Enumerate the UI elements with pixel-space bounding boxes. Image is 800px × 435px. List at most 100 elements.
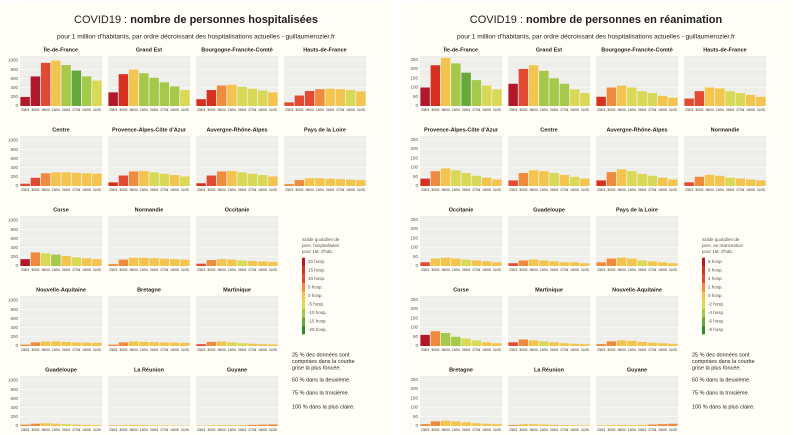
x-tick-label: 06/04 <box>442 108 450 112</box>
x-tick-label: 20/04 <box>238 348 246 352</box>
note: comprises dans la courbe <box>292 359 355 365</box>
y-tick-label: 0 <box>415 103 418 108</box>
bar <box>71 70 82 106</box>
bar <box>430 65 441 106</box>
bar <box>420 424 430 426</box>
x-tick-label: 04/05 <box>83 348 91 352</box>
x-tick-label: 13/04 <box>52 268 60 272</box>
x-tick-label: 20/04 <box>62 188 70 192</box>
x-tick-label: 30/03 <box>31 348 39 352</box>
bar <box>206 425 217 426</box>
legend-label: 0 hosp. <box>708 293 723 298</box>
x-tick-label: 13/04 <box>140 108 148 112</box>
bar <box>356 91 366 106</box>
x-tick-label: 06/04 <box>442 428 450 432</box>
bar <box>668 423 678 426</box>
bar <box>627 171 637 186</box>
x-tick-label: 13/04 <box>316 188 324 192</box>
bar <box>108 264 118 266</box>
x-tick-label: 27/04 <box>248 428 256 432</box>
bar <box>549 78 559 106</box>
legend-title: pour 1M. d'hab. <box>302 249 333 254</box>
bar <box>430 258 441 266</box>
bar <box>284 102 294 106</box>
bar <box>159 425 170 426</box>
x-tick-label: 06/04 <box>306 108 314 112</box>
bar <box>539 424 549 426</box>
bar <box>237 260 247 266</box>
y-tick-label: 50 <box>413 254 419 259</box>
bar <box>637 91 647 106</box>
x-tick-label: 27/04 <box>648 268 656 272</box>
x-tick-label: 27/04 <box>560 428 568 432</box>
x-tick-label: 04/05 <box>83 428 91 432</box>
x-tick-label: 23/03 <box>197 188 205 192</box>
x-tick-label: 13/04 <box>228 108 236 112</box>
bar <box>492 89 502 106</box>
x-tick-label: 11/05 <box>669 188 677 192</box>
bar <box>247 424 258 426</box>
x-tick-label: 04/05 <box>83 108 91 112</box>
bar <box>518 424 529 426</box>
x-tick-label: 27/04 <box>336 108 344 112</box>
x-tick-label: 23/03 <box>597 348 605 352</box>
bar <box>335 179 346 186</box>
bar <box>356 180 366 186</box>
plot-bg <box>284 136 366 186</box>
x-tick-label: 04/05 <box>259 428 267 432</box>
bar <box>159 173 170 186</box>
x-tick-label: 23/03 <box>109 188 117 192</box>
bar <box>481 261 492 266</box>
x-tick-label: 27/04 <box>648 428 656 432</box>
bar <box>159 82 170 106</box>
x-tick-label: 20/04 <box>326 108 334 112</box>
bar <box>237 172 247 186</box>
bar <box>539 260 549 266</box>
x-tick-label: 04/05 <box>483 108 491 112</box>
region-name: Occitanie <box>449 207 474 213</box>
x-tick-label: 30/03 <box>431 188 439 192</box>
bar <box>539 171 549 186</box>
x-tick-label: 06/04 <box>42 428 50 432</box>
legend-label: -2 hosp. <box>708 302 724 307</box>
x-tick-label: 30/03 <box>607 268 615 272</box>
bar <box>471 175 482 186</box>
x-tick-label: 06/04 <box>530 348 538 352</box>
bar <box>559 343 570 346</box>
x-tick-label: 04/05 <box>483 268 491 272</box>
x-tick-label: 20/04 <box>238 108 246 112</box>
x-tick-label: 23/03 <box>197 428 205 432</box>
x-tick-label: 11/05 <box>493 348 501 352</box>
region-name: Guyane <box>227 367 247 373</box>
bar <box>440 333 451 346</box>
x-tick-label: 23/03 <box>509 348 517 352</box>
x-tick-label: 30/03 <box>431 348 439 352</box>
bar <box>294 95 305 106</box>
x-tick-label: 11/05 <box>93 268 101 272</box>
bar <box>616 257 627 266</box>
x-tick-label: 13/04 <box>140 348 148 352</box>
x-tick-label: 27/04 <box>472 188 480 192</box>
x-tick-label: 04/05 <box>571 268 579 272</box>
region-name: Guadeloupe <box>45 367 77 373</box>
region-name: Centre <box>540 127 557 133</box>
note: 75 % dans la troisième. <box>692 390 750 396</box>
bar <box>657 343 668 346</box>
y-tick-label: 200 <box>10 94 18 99</box>
plot-bg <box>196 216 278 266</box>
region-name: Grand Est <box>136 47 162 53</box>
bar <box>647 424 658 426</box>
note: grise la plus foncée. <box>292 365 341 371</box>
bar <box>51 254 61 266</box>
bar <box>268 176 278 186</box>
bar <box>268 344 278 346</box>
x-tick-label: 13/04 <box>628 268 636 272</box>
region-name: Île-de-France <box>43 45 78 53</box>
x-tick-label: 30/03 <box>207 428 215 432</box>
bar <box>169 175 180 186</box>
bar <box>627 340 637 346</box>
x-tick-label: 13/04 <box>228 188 236 192</box>
x-tick-label: 06/04 <box>218 348 226 352</box>
x-tick-label: 30/03 <box>519 348 527 352</box>
x-tick-label: 04/05 <box>571 428 579 432</box>
